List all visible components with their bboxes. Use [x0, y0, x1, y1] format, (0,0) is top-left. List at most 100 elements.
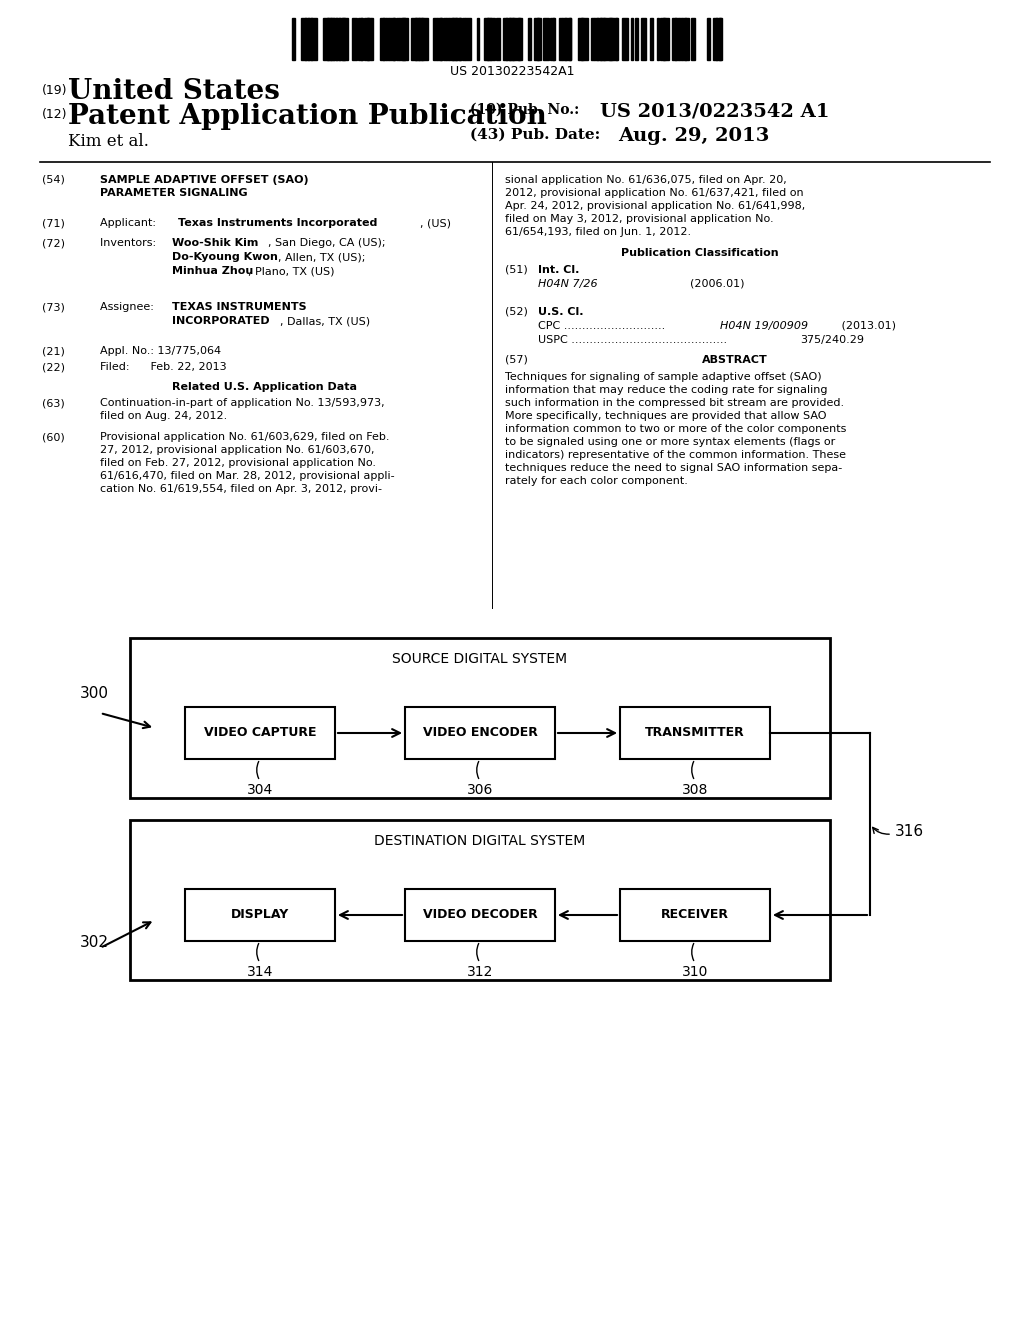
Bar: [691, 18, 694, 59]
Text: 306: 306: [467, 783, 494, 797]
Text: 314: 314: [247, 965, 273, 979]
Text: (19): (19): [42, 84, 68, 96]
Bar: [483, 18, 488, 59]
Text: Assignee:: Assignee:: [100, 302, 158, 312]
Bar: [450, 18, 454, 59]
Text: (12): (12): [42, 108, 68, 121]
Bar: [392, 18, 395, 59]
Text: filed on May 3, 2012, provisional application No.: filed on May 3, 2012, provisional applic…: [505, 214, 773, 224]
Bar: [339, 18, 345, 59]
Bar: [130, 638, 830, 799]
Bar: [632, 18, 633, 59]
Bar: [465, 18, 470, 59]
Bar: [615, 18, 617, 59]
Text: , (US): , (US): [420, 218, 451, 228]
Bar: [591, 18, 594, 59]
Text: 61/616,470, filed on Mar. 28, 2012, provisional appli-: 61/616,470, filed on Mar. 28, 2012, prov…: [100, 471, 394, 480]
Text: (63): (63): [42, 399, 65, 408]
Bar: [562, 18, 566, 59]
Text: (51): (51): [505, 265, 527, 275]
Text: RECEIVER: RECEIVER: [662, 908, 729, 921]
Bar: [676, 18, 679, 59]
Text: 300: 300: [80, 686, 109, 701]
Bar: [402, 18, 406, 59]
Bar: [361, 18, 362, 59]
Bar: [585, 18, 588, 59]
Bar: [327, 18, 332, 59]
Bar: [185, 708, 335, 759]
Text: DISPLAY: DISPLAY: [230, 908, 289, 921]
Text: ABSTRACT: ABSTRACT: [702, 355, 768, 366]
Bar: [383, 18, 386, 59]
Bar: [342, 18, 347, 59]
Bar: [559, 18, 562, 59]
Text: (21): (21): [42, 346, 65, 356]
Bar: [371, 18, 373, 59]
Text: 310: 310: [682, 965, 709, 979]
Text: filed on Aug. 24, 2012.: filed on Aug. 24, 2012.: [100, 411, 227, 421]
Text: (71): (71): [42, 218, 65, 228]
Text: , San Diego, CA (US);: , San Diego, CA (US);: [268, 238, 385, 248]
Text: (2006.01): (2006.01): [690, 279, 744, 289]
Text: Continuation-in-part of application No. 13/593,973,: Continuation-in-part of application No. …: [100, 399, 385, 408]
Text: USPC ...........................................: USPC ...................................…: [538, 335, 727, 345]
Bar: [622, 18, 628, 59]
Bar: [534, 18, 539, 59]
Bar: [389, 18, 395, 59]
Bar: [582, 18, 583, 59]
Bar: [368, 18, 372, 59]
Text: Provisional application No. 61/603,629, filed on Feb.: Provisional application No. 61/603,629, …: [100, 432, 389, 442]
Text: Woo-Shik Kim: Woo-Shik Kim: [172, 238, 258, 248]
Bar: [503, 18, 507, 59]
Bar: [412, 18, 417, 59]
Bar: [436, 18, 442, 59]
Bar: [406, 708, 555, 759]
Text: CPC ............................: CPC ............................: [538, 321, 666, 331]
Text: VIDEO DECODER: VIDEO DECODER: [423, 908, 538, 921]
Bar: [399, 18, 404, 59]
Bar: [679, 18, 682, 59]
Text: Applicant:: Applicant:: [100, 218, 163, 228]
Text: Texas Instruments Incorporated: Texas Instruments Incorporated: [178, 218, 378, 228]
Text: 375/240.29: 375/240.29: [800, 335, 864, 345]
Text: filed on Feb. 27, 2012, provisional application No.: filed on Feb. 27, 2012, provisional appl…: [100, 458, 376, 469]
Text: information that may reduce the coding rate for signaling: information that may reduce the coding r…: [505, 385, 827, 395]
Text: Apr. 24, 2012, provisional application No. 61/641,998,: Apr. 24, 2012, provisional application N…: [505, 201, 805, 211]
Bar: [453, 18, 458, 59]
Text: 302: 302: [80, 935, 109, 950]
Text: (43) Pub. Date:: (43) Pub. Date:: [470, 128, 600, 143]
Bar: [433, 18, 437, 59]
Bar: [620, 888, 770, 941]
Bar: [659, 18, 666, 59]
Text: Techniques for signaling of sample adaptive offset (SAO): Techniques for signaling of sample adapt…: [505, 372, 821, 381]
Text: (60): (60): [42, 432, 65, 442]
Text: Patent Application Publication: Patent Application Publication: [68, 103, 547, 129]
Bar: [380, 18, 384, 59]
Bar: [308, 18, 312, 59]
Text: (22): (22): [42, 362, 65, 372]
Bar: [185, 888, 335, 941]
Text: Kim et al.: Kim et al.: [68, 133, 148, 150]
Bar: [518, 18, 522, 59]
Bar: [333, 18, 337, 59]
Bar: [713, 18, 717, 59]
Text: INCORPORATED: INCORPORATED: [172, 315, 269, 326]
Bar: [597, 18, 602, 59]
Bar: [311, 18, 316, 59]
Text: VIDEO ENCODER: VIDEO ENCODER: [423, 726, 538, 739]
Bar: [663, 18, 667, 59]
Bar: [527, 18, 531, 59]
Bar: [330, 18, 334, 59]
Text: Related U.S. Application Data: Related U.S. Application Data: [172, 381, 357, 392]
Text: H04N 7/26: H04N 7/26: [538, 279, 598, 289]
Text: cation No. 61/619,554, filed on Apr. 3, 2012, provi-: cation No. 61/619,554, filed on Apr. 3, …: [100, 484, 382, 494]
Bar: [304, 18, 309, 59]
Bar: [720, 18, 722, 59]
Text: 308: 308: [682, 783, 709, 797]
Bar: [406, 888, 555, 941]
Bar: [550, 18, 554, 59]
Text: Inventors:: Inventors:: [100, 238, 160, 248]
Text: SOURCE DIGITAL SYSTEM: SOURCE DIGITAL SYSTEM: [392, 652, 567, 667]
Bar: [486, 18, 492, 59]
Bar: [544, 18, 549, 59]
